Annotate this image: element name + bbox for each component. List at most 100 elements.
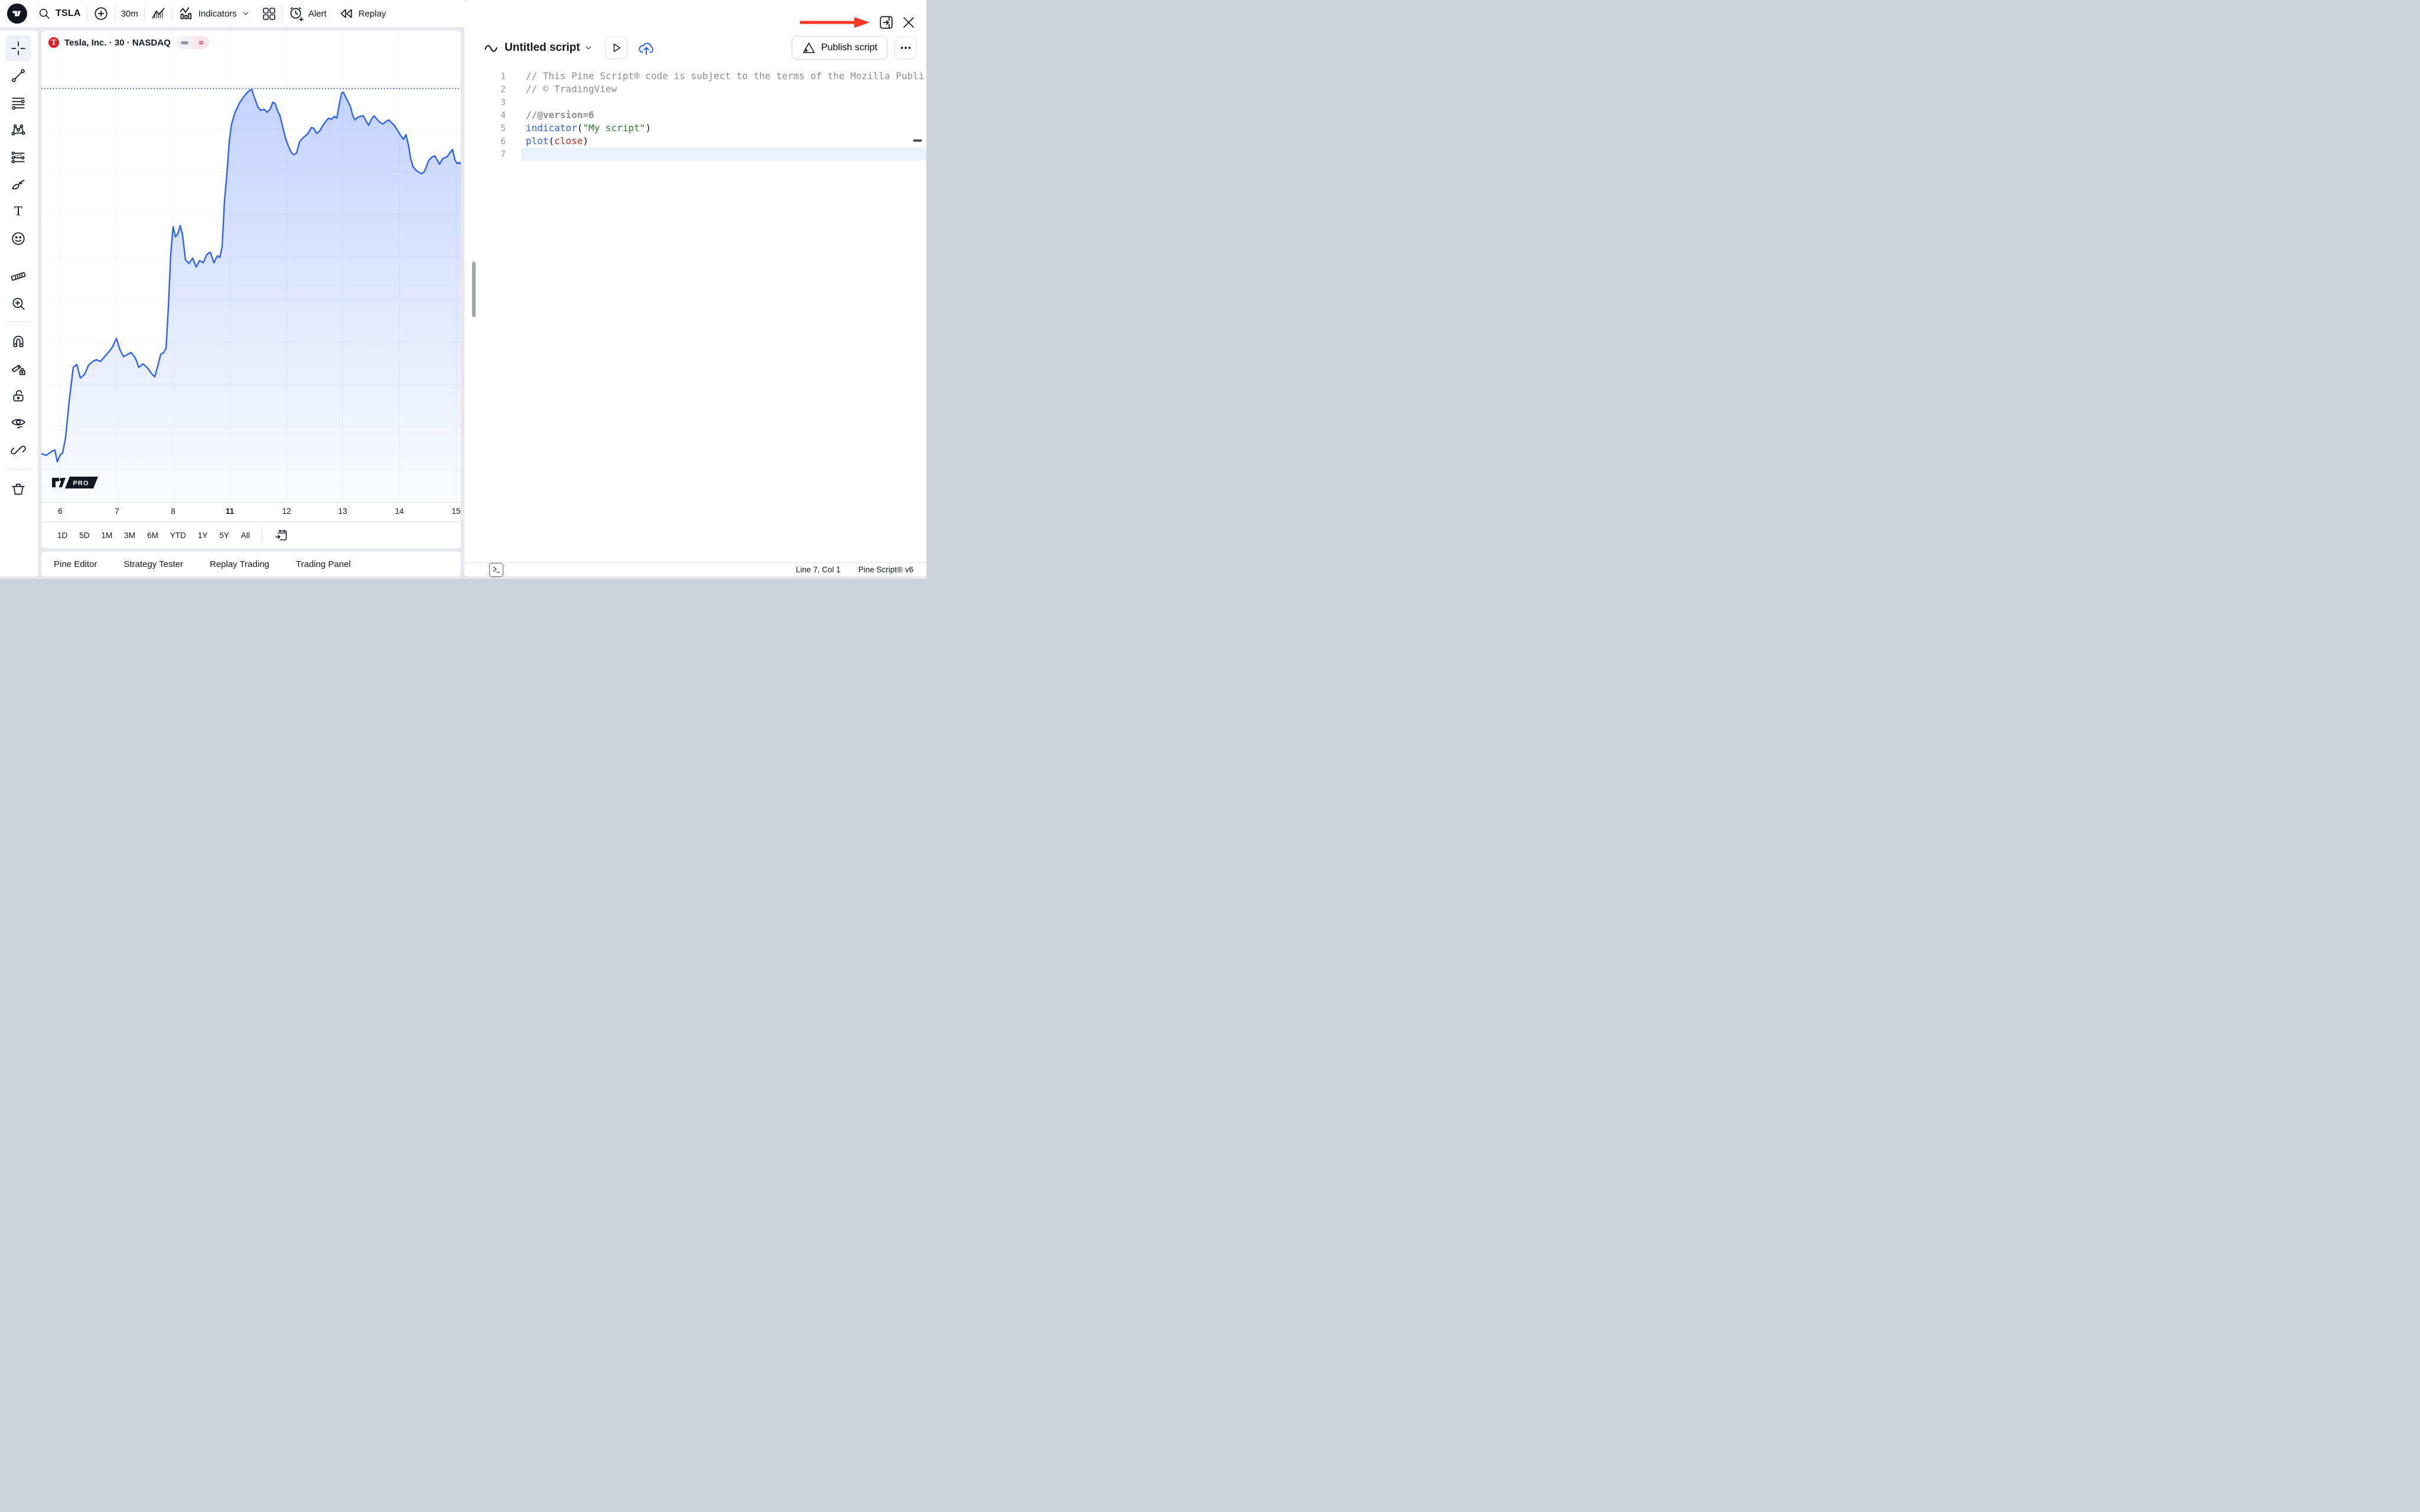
- date-range-toolbar: 1D 5D 1M 3M 6M YTD 1Y 5Y All: [41, 522, 461, 548]
- save-to-cloud-button[interactable]: [636, 37, 657, 58]
- range-1y[interactable]: 1Y: [197, 530, 208, 540]
- tab-pine-editor[interactable]: Pine Editor: [54, 559, 97, 569]
- script-wave-icon: [484, 45, 497, 52]
- compare-add-symbol-button[interactable]: [87, 0, 115, 27]
- trash-icon: [12, 484, 25, 495]
- script-menu-chevron-icon[interactable]: [584, 43, 593, 53]
- tab-strategy-tester[interactable]: Strategy Tester: [123, 559, 183, 569]
- replay-label: Replay: [358, 8, 386, 19]
- code-line-4[interactable]: 4//@version=6: [464, 109, 926, 122]
- replay-button[interactable]: Replay: [333, 0, 392, 27]
- publish-label: Publish script: [821, 43, 877, 53]
- toolbar-divider: [144, 6, 145, 21]
- chart-pane[interactable]: T Tesla, Inc. · 30 · NASDAQ ≈ PRO: [41, 31, 461, 548]
- pro-logo-icon: PRO: [52, 477, 98, 488]
- cloud-upload-icon: [638, 43, 653, 56]
- layout-grid-button[interactable]: [256, 0, 282, 27]
- tradingview-logo[interactable]: [7, 4, 27, 24]
- code-line-3[interactable]: 3: [464, 96, 926, 109]
- close-panel-button[interactable]: [899, 13, 918, 32]
- tool-xabcd-pattern[interactable]: [5, 117, 31, 143]
- tab-replay-trading[interactable]: Replay Trading: [209, 559, 269, 569]
- tool-zoom-in[interactable]: [5, 291, 31, 317]
- line-number: 6: [500, 136, 506, 146]
- tool-trend-line[interactable]: [5, 63, 31, 89]
- price-chart[interactable]: [41, 31, 461, 502]
- interval-button[interactable]: 30m: [115, 0, 144, 27]
- tool-projection[interactable]: [5, 144, 31, 170]
- area-chart-style-icon: [152, 8, 165, 19]
- console-button[interactable]: [489, 562, 503, 577]
- alert-button[interactable]: Alert: [282, 0, 333, 27]
- tool-lock-all[interactable]: [5, 383, 31, 409]
- tool-ruler[interactable]: [5, 263, 31, 289]
- code-line-7[interactable]: 7: [464, 148, 926, 161]
- sidebar-divider: [7, 469, 31, 470]
- code-line-6[interactable]: 6 plot(close): [464, 135, 926, 148]
- tool-crosshair[interactable]: [5, 35, 31, 61]
- tradingview-window: TSLA 30m Indicators: [0, 0, 926, 579]
- tool-drawing-lock[interactable]: [5, 356, 31, 382]
- range-6m[interactable]: 6M: [147, 530, 158, 540]
- panel-resize-handle[interactable]: [472, 262, 476, 317]
- code-line-2[interactable]: 2// © TradingView: [464, 83, 926, 96]
- search-icon: [39, 8, 50, 19]
- time-axis-label: 7: [115, 507, 119, 516]
- open-in-new-window-button[interactable]: [877, 13, 896, 32]
- tool-horizontal-lines[interactable]: [5, 90, 31, 116]
- more-dots-icon: [900, 47, 911, 49]
- sidebar-divider: [7, 321, 31, 322]
- cursor-position[interactable]: Line 7, Col 1: [795, 565, 841, 574]
- market-status-badge[interactable]: ≈: [175, 36, 209, 49]
- tool-text[interactable]: T: [5, 198, 31, 224]
- brush-icon: [12, 180, 25, 190]
- grid-layout-icon: [263, 8, 275, 20]
- publish-script-button[interactable]: Publish script: [791, 36, 887, 60]
- range-all[interactable]: All: [240, 530, 250, 540]
- tool-emoji[interactable]: [5, 226, 31, 252]
- chart-legend[interactable]: T Tesla, Inc. · 30 · NASDAQ ≈: [48, 36, 209, 49]
- editor-status-bar: Line 7, Col 1 Pine Script® v6: [464, 562, 926, 577]
- pine-version[interactable]: Pine Script® v6: [858, 565, 913, 574]
- range-1d[interactable]: 1D: [57, 530, 68, 540]
- tool-hide-drawings[interactable]: [5, 410, 31, 436]
- annotation-arrow: [800, 17, 870, 28]
- editor-more-button[interactable]: [895, 37, 917, 59]
- go-to-date-icon[interactable]: [274, 528, 288, 542]
- add-to-chart-button[interactable]: [604, 37, 627, 59]
- tab-trading-panel[interactable]: Trading Panel: [295, 559, 351, 569]
- range-3m[interactable]: 3M: [124, 530, 136, 540]
- code-line-5[interactable]: 5 indicator("My script"): [464, 122, 926, 135]
- symbol-search-button[interactable]: TSLA: [32, 0, 87, 27]
- drawing-toolbar: T: [0, 31, 38, 576]
- legend-symbol-title[interactable]: Tesla, Inc. · 30 · NASDAQ: [64, 37, 171, 48]
- symbol-label: TSLA: [56, 8, 81, 18]
- overview-ruler-cursor-mark: [913, 139, 922, 142]
- time-axis-label: 6: [58, 507, 63, 516]
- delayed-data-icon: ≈: [193, 36, 209, 49]
- range-5d[interactable]: 5D: [79, 530, 90, 540]
- tool-magnet[interactable]: [5, 328, 31, 354]
- chart-style-button[interactable]: [145, 0, 172, 27]
- tesla-logo: T: [48, 37, 59, 48]
- indicators-button[interactable]: Indicators: [173, 0, 256, 27]
- script-title[interactable]: Untitled script: [505, 41, 580, 54]
- range-5y[interactable]: 5Y: [219, 530, 229, 540]
- line-number: 5: [500, 123, 506, 133]
- unlocked-padlock-icon: [13, 390, 24, 402]
- time-axis-label: 11: [225, 507, 235, 516]
- tool-brush[interactable]: [5, 171, 31, 197]
- time-axis-label: 13: [338, 507, 347, 516]
- range-ytd[interactable]: YTD: [170, 530, 186, 540]
- tool-remove-all[interactable]: [5, 476, 31, 502]
- svg-text:PRO: PRO: [73, 480, 89, 487]
- pine-editor-panel: Untitled script Publish s: [464, 0, 926, 577]
- eye-icon: [11, 419, 25, 429]
- tool-link[interactable]: [5, 437, 31, 463]
- range-1m[interactable]: 1M: [101, 530, 113, 540]
- code-editor[interactable]: 1// This Pine Script® code is subject to…: [464, 70, 926, 161]
- alert-clock-plus-icon: [290, 7, 304, 21]
- code-line-1[interactable]: 1// This Pine Script® code is subject to…: [464, 70, 926, 83]
- time-axis[interactable]: 6 7 8 11 12 13 14 15: [41, 502, 461, 522]
- console-prompt-icon: [493, 566, 500, 573]
